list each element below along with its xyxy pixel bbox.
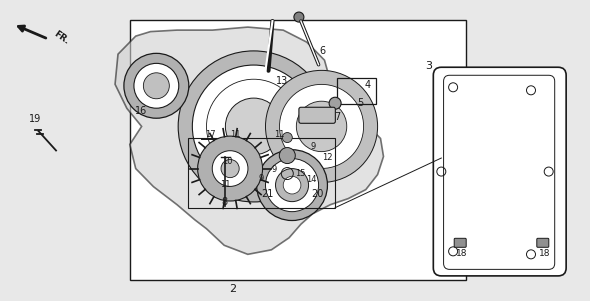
Text: 16: 16 <box>135 106 147 116</box>
Text: 15: 15 <box>296 169 306 178</box>
Circle shape <box>221 160 239 178</box>
Text: 14: 14 <box>306 175 316 184</box>
Circle shape <box>134 64 179 108</box>
Text: 2: 2 <box>230 284 237 294</box>
Circle shape <box>198 136 263 201</box>
Text: 11: 11 <box>220 180 231 189</box>
Text: 3: 3 <box>425 61 432 71</box>
FancyBboxPatch shape <box>537 238 549 247</box>
Polygon shape <box>115 27 384 254</box>
Circle shape <box>296 101 347 152</box>
FancyBboxPatch shape <box>299 107 335 123</box>
Circle shape <box>257 150 327 221</box>
Circle shape <box>266 70 378 182</box>
Text: 9: 9 <box>258 174 264 183</box>
Text: 8: 8 <box>221 197 227 207</box>
Text: 13: 13 <box>276 76 288 86</box>
Text: 11: 11 <box>230 130 241 139</box>
Text: 4: 4 <box>365 80 371 91</box>
Text: 9: 9 <box>271 165 277 174</box>
Bar <box>337 78 376 104</box>
Text: 20: 20 <box>311 189 323 199</box>
Text: 19: 19 <box>30 114 41 124</box>
Circle shape <box>282 132 292 143</box>
Text: 18: 18 <box>539 249 550 258</box>
Text: 18: 18 <box>456 249 468 258</box>
FancyBboxPatch shape <box>454 238 466 247</box>
Circle shape <box>276 169 309 202</box>
Circle shape <box>329 97 341 109</box>
Text: 11: 11 <box>274 130 285 139</box>
Text: FR.: FR. <box>52 29 71 46</box>
Circle shape <box>283 176 301 194</box>
Circle shape <box>294 12 304 22</box>
Bar <box>130 20 466 280</box>
Text: 7: 7 <box>335 112 341 123</box>
Circle shape <box>212 151 248 186</box>
Text: 5: 5 <box>358 98 364 108</box>
Text: 6: 6 <box>320 46 326 56</box>
FancyBboxPatch shape <box>433 67 566 276</box>
Text: 9: 9 <box>311 142 316 151</box>
Circle shape <box>279 147 296 163</box>
Circle shape <box>143 73 169 99</box>
Text: 12: 12 <box>322 153 333 162</box>
Text: 17: 17 <box>205 130 216 139</box>
Circle shape <box>280 84 363 169</box>
Circle shape <box>192 65 315 188</box>
Circle shape <box>178 51 329 202</box>
Text: 21: 21 <box>261 189 274 199</box>
Circle shape <box>124 53 189 118</box>
Circle shape <box>225 98 282 155</box>
Circle shape <box>266 159 319 212</box>
Bar <box>188 138 335 208</box>
Text: 10: 10 <box>222 157 233 166</box>
